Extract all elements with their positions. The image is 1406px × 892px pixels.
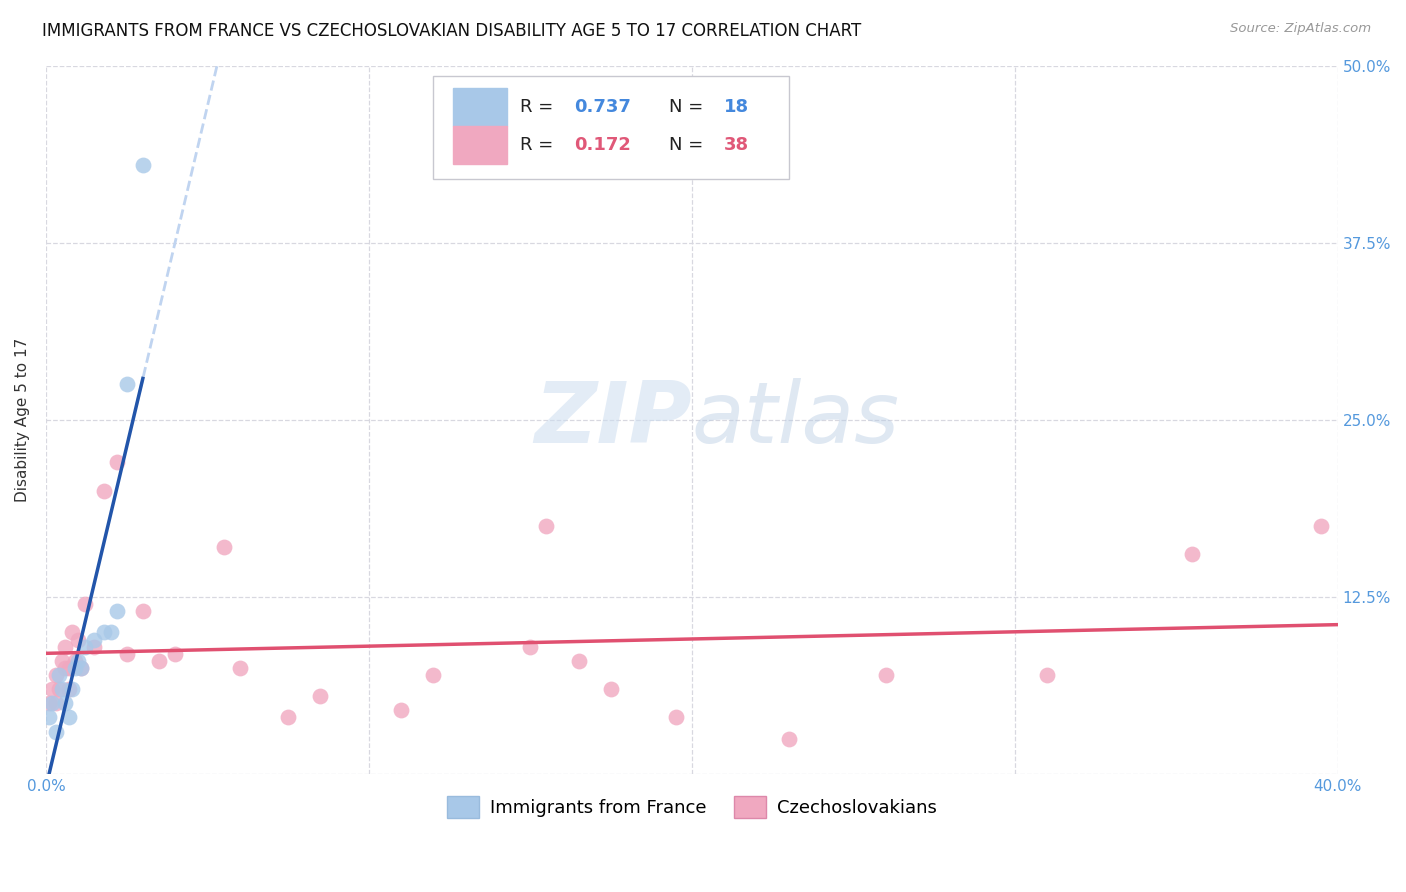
Point [41, 682, 63, 697]
FancyBboxPatch shape [433, 76, 789, 179]
FancyBboxPatch shape [453, 87, 508, 126]
Text: ZIP: ZIP [534, 378, 692, 461]
Text: N =: N = [669, 136, 709, 154]
Point [93, 625, 115, 640]
Point [45, 668, 67, 682]
Point [600, 682, 623, 697]
Point [875, 668, 897, 682]
Point [48, 668, 70, 682]
Text: 0.172: 0.172 [574, 136, 631, 154]
Point [277, 710, 299, 724]
Point [93, 483, 115, 498]
Point [148, 654, 170, 668]
Point [83, 632, 105, 647]
Y-axis label: Disability Age 5 to 17: Disability Age 5 to 17 [15, 338, 30, 502]
Point [53, 661, 76, 675]
Point [1036, 668, 1059, 682]
Point [73, 597, 96, 611]
Point [38, 710, 60, 724]
Point [63, 654, 86, 668]
Point [58, 682, 80, 697]
Point [309, 689, 332, 703]
Text: R =: R = [520, 98, 560, 116]
Text: 38: 38 [724, 136, 749, 154]
Text: R =: R = [520, 136, 560, 154]
Point [70, 661, 93, 675]
Point [228, 661, 250, 675]
Point [83, 640, 105, 654]
Point [536, 519, 558, 533]
Point [51, 654, 73, 668]
Legend: Immigrants from France, Czechoslovakians: Immigrants from France, Czechoslovakians [440, 789, 943, 825]
Point [60, 682, 83, 697]
Point [67, 632, 90, 647]
Point [132, 604, 155, 618]
Text: atlas: atlas [692, 378, 900, 461]
Point [1310, 519, 1333, 533]
Point [105, 455, 128, 469]
Point [568, 654, 591, 668]
Point [53, 696, 76, 710]
Point [70, 661, 93, 675]
Point [73, 640, 96, 654]
Point [48, 682, 70, 697]
Point [1181, 548, 1204, 562]
Point [41, 696, 63, 710]
Point [165, 647, 187, 661]
Point [60, 625, 83, 640]
Point [58, 710, 80, 724]
Point [105, 604, 128, 618]
Point [53, 640, 76, 654]
Point [132, 158, 155, 172]
Point [100, 625, 122, 640]
Point [389, 703, 412, 717]
FancyBboxPatch shape [453, 126, 508, 164]
Point [51, 682, 73, 697]
Point [115, 647, 138, 661]
Text: N =: N = [669, 98, 709, 116]
Point [665, 710, 688, 724]
Point [45, 724, 67, 739]
Point [58, 661, 80, 675]
Text: 0.737: 0.737 [574, 98, 631, 116]
Point [422, 668, 444, 682]
Point [67, 654, 90, 668]
Point [212, 541, 235, 555]
Text: 18: 18 [724, 98, 749, 116]
Point [38, 696, 60, 710]
Point [115, 377, 138, 392]
Point [45, 696, 67, 710]
Point [778, 731, 800, 746]
Point [63, 661, 86, 675]
Text: IMMIGRANTS FROM FRANCE VS CZECHOSLOVAKIAN DISABILITY AGE 5 TO 17 CORRELATION CHA: IMMIGRANTS FROM FRANCE VS CZECHOSLOVAKIA… [42, 22, 862, 40]
Text: Source: ZipAtlas.com: Source: ZipAtlas.com [1230, 22, 1371, 36]
Point [519, 640, 541, 654]
